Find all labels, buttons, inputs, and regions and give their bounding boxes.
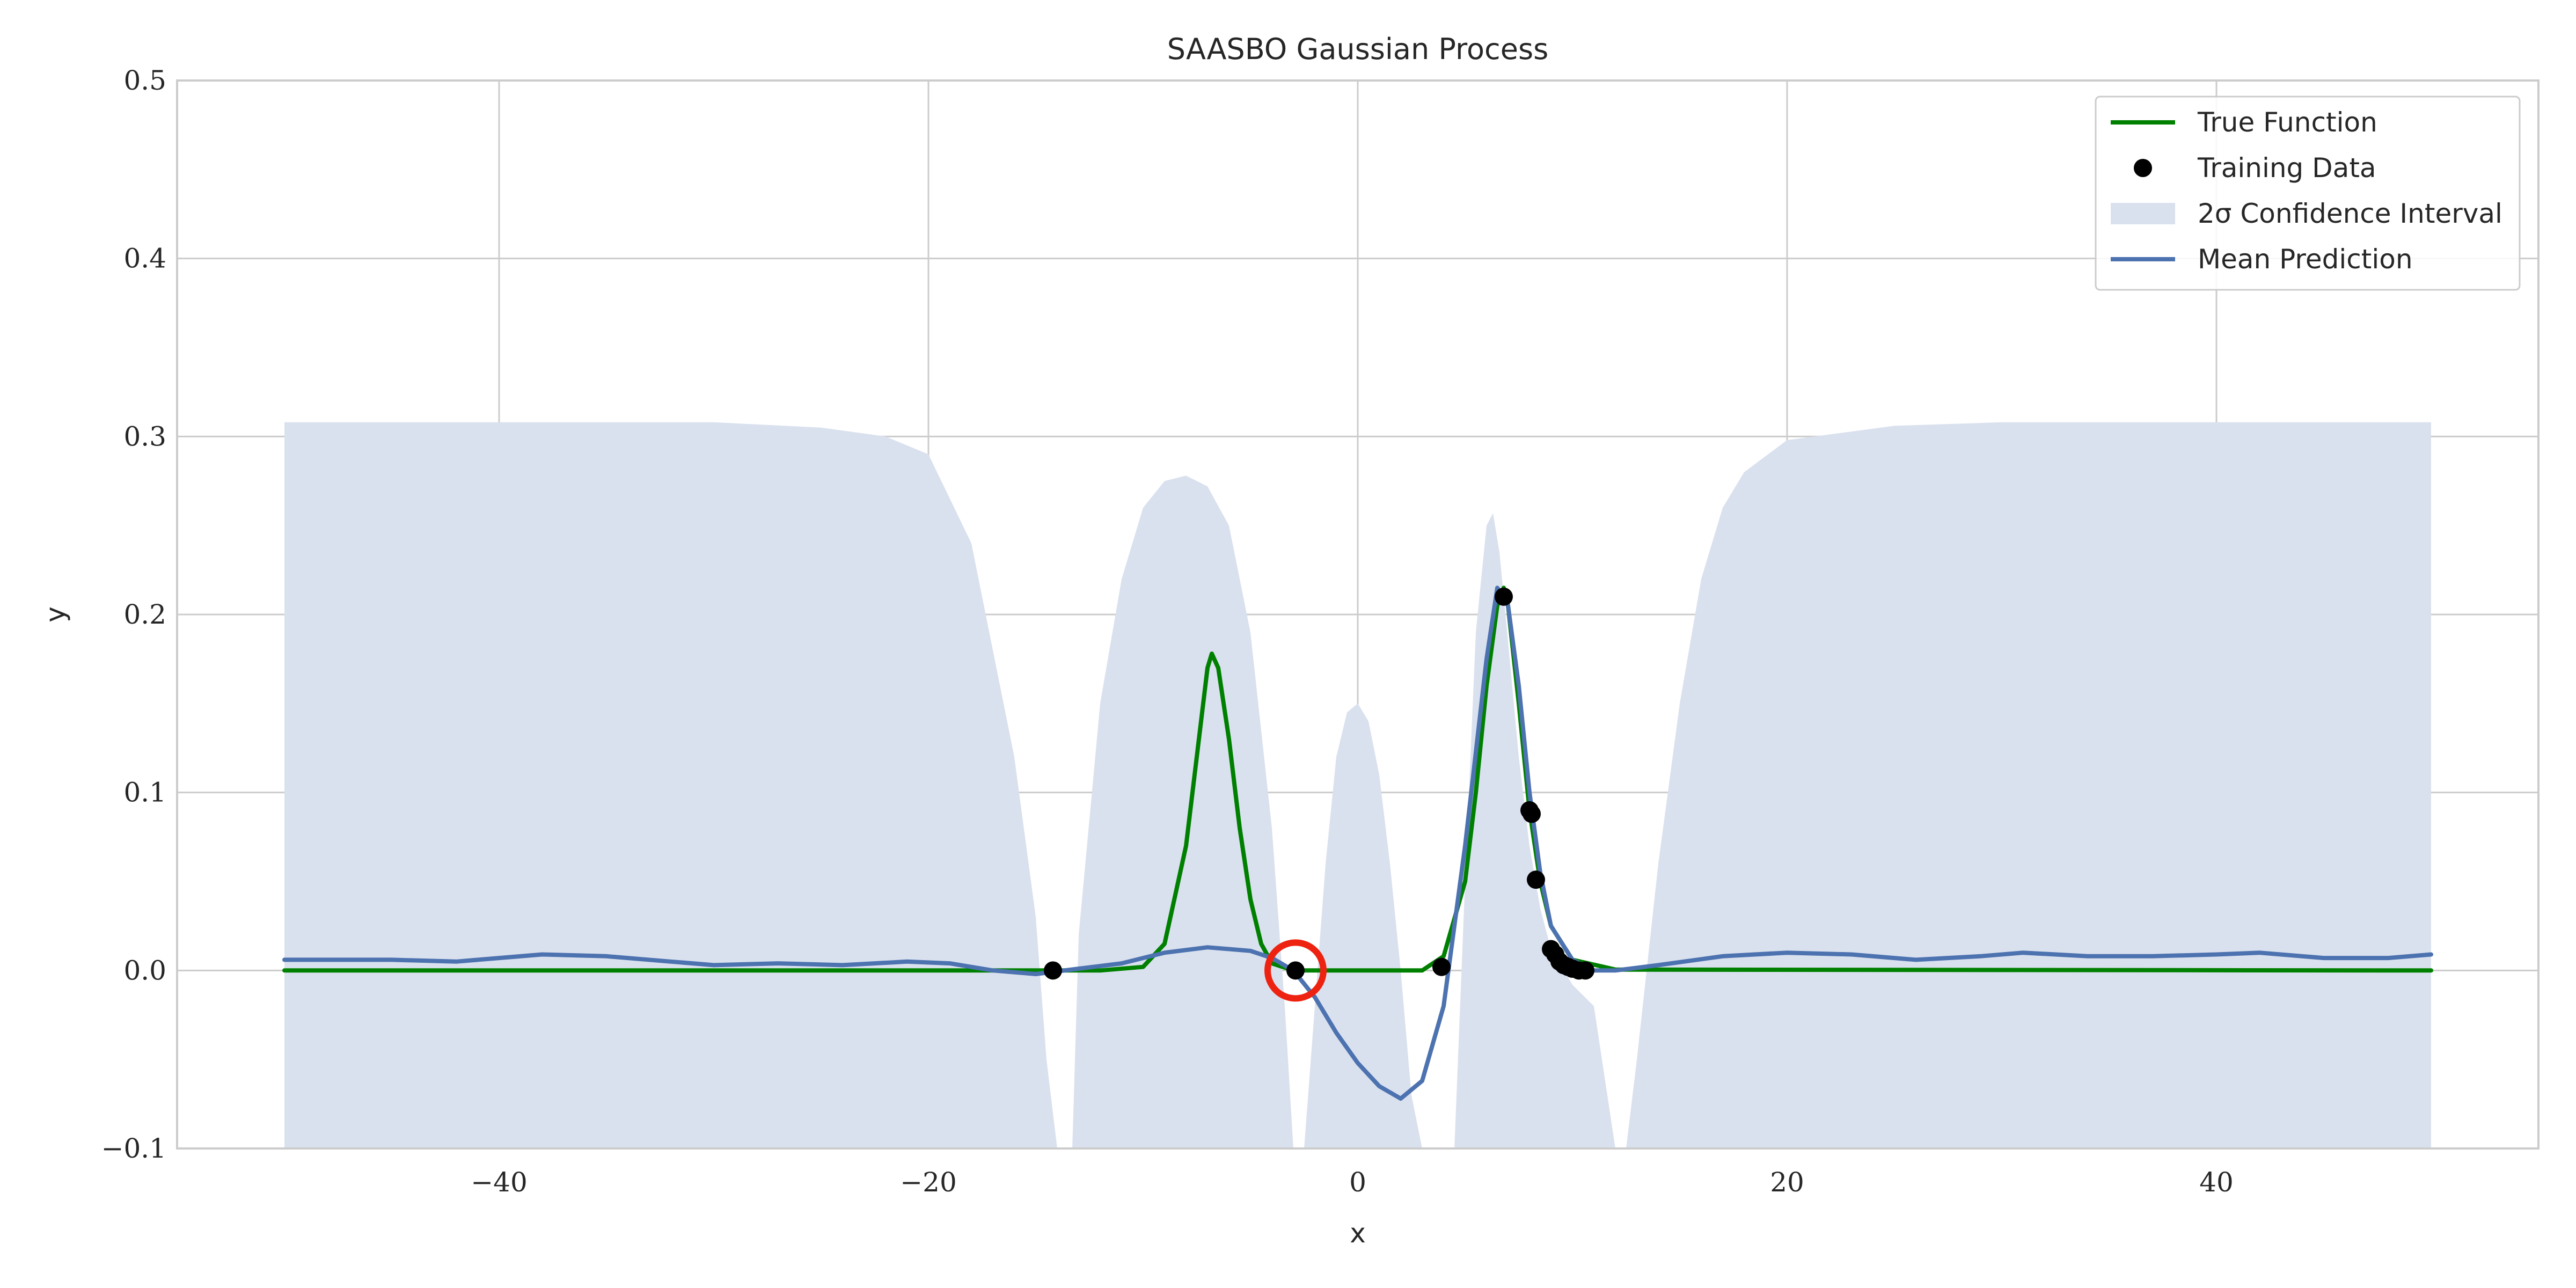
y-tick-label: 0.2	[123, 599, 166, 630]
legend-confidence-interval-label: 2σ Confidence Interval	[2198, 198, 2502, 229]
training-point	[1527, 870, 1545, 889]
mean-prediction-line	[282, 586, 2433, 1101]
x-tick-label: −40	[471, 1167, 528, 1198]
plot-frame	[176, 79, 2540, 1150]
x-tick-label: 0	[1349, 1167, 1366, 1198]
legend-box	[2095, 96, 2521, 291]
training-points	[1044, 587, 1594, 980]
highlight-marker	[1264, 939, 1327, 1002]
x-axis-label: x	[1350, 1218, 1366, 1249]
legend-training-data-label: Training Data	[2197, 152, 2376, 184]
training-point	[1044, 961, 1062, 980]
confidence-band	[284, 422, 2431, 1148]
y-tick-label: 0.3	[123, 421, 166, 452]
legend-mean-prediction-label: Mean Prediction	[2198, 244, 2413, 275]
training-point	[1576, 961, 1594, 980]
legend-confidence-interval-swatch	[2111, 203, 2175, 224]
training-point	[1432, 957, 1451, 976]
training-point	[1286, 961, 1305, 980]
chart-title: SAASBO Gaussian Process	[1167, 32, 1548, 66]
legend: True Function Training Data 2σ Confidence …	[2095, 96, 2521, 291]
y-tick-label: 0.5	[123, 65, 166, 96]
x-tick-label: 20	[1770, 1167, 1804, 1198]
x-tick-label: −20	[900, 1167, 957, 1198]
y-tick-label: −0.1	[101, 1133, 166, 1164]
y-tick-label: 0.4	[123, 243, 166, 274]
legend-training-data-swatch	[2134, 159, 2152, 177]
y-tick-label: 0.0	[123, 955, 166, 986]
x-tick-label: 40	[2199, 1167, 2234, 1198]
tick-labels: −40 −20 0 20 40 −0.1 0.0 0.1 0.2 0.3 0.4 0.5	[101, 65, 2234, 1198]
training-point	[1523, 804, 1541, 823]
y-tick-label: 0.1	[123, 777, 166, 808]
y-axis-label: y	[40, 606, 71, 623]
training-point	[1495, 587, 1513, 606]
confidence-interval	[284, 422, 2431, 1148]
legend-true-function-label: True Function	[2197, 107, 2377, 138]
highlight-circle	[1264, 939, 1327, 1002]
